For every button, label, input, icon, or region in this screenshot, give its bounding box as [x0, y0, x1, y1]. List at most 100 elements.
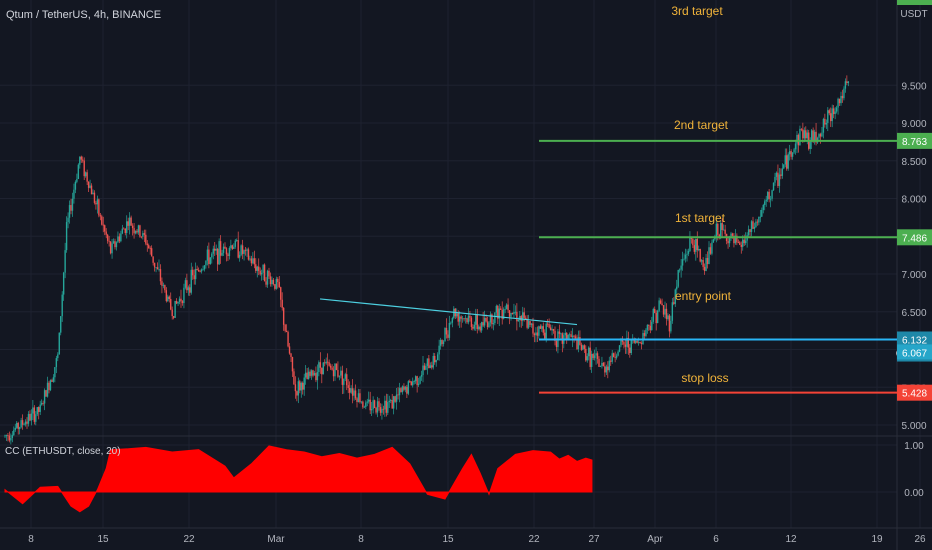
candle-body: [674, 289, 676, 304]
candle-body: [655, 312, 657, 324]
candle-body: [403, 386, 405, 390]
candle-body: [291, 356, 294, 372]
candle-body: [128, 217, 131, 226]
candle-body: [439, 339, 442, 346]
candle-body: [278, 282, 280, 288]
candle-body: [99, 215, 102, 217]
candle-body: [52, 377, 55, 382]
indicator-area: [4, 445, 593, 513]
candle-body: [728, 238, 731, 244]
candle-body: [24, 421, 27, 425]
candle-body: [8, 435, 11, 441]
candle-body: [771, 190, 773, 199]
candle-body: [684, 254, 687, 259]
candle-body: [412, 381, 414, 386]
candle-body: [64, 250, 66, 273]
candle-body: [165, 290, 168, 302]
candle-body: [297, 381, 300, 396]
candle-body: [699, 249, 701, 262]
candle-body: [338, 375, 341, 377]
indicator-title[interactable]: CC (ETHUSDT, close, 20): [5, 446, 121, 457]
candle-body: [131, 225, 134, 229]
candle-body: [678, 269, 681, 271]
candle-body: [605, 366, 608, 373]
candle-body: [152, 256, 154, 263]
candle-body: [357, 393, 360, 402]
candle-body: [397, 394, 399, 396]
candle-body: [419, 376, 421, 384]
candle-body: [492, 323, 495, 325]
time-tick-label: 26: [914, 534, 926, 545]
time-tick-label: Apr: [647, 534, 663, 545]
candle-body: [639, 341, 641, 344]
candle-body: [762, 204, 764, 210]
candle-body: [692, 238, 694, 246]
candle-body: [384, 400, 386, 410]
candle-body: [231, 245, 234, 249]
candle-body: [651, 321, 653, 331]
candle-body: [847, 81, 850, 83]
candle-body: [260, 272, 263, 275]
candle-body: [363, 406, 366, 408]
candle-body: [73, 189, 75, 199]
candle-body: [523, 312, 525, 318]
candle-body: [828, 110, 830, 114]
candle-body: [65, 222, 68, 251]
candle-body: [206, 249, 209, 261]
symbol-title[interactable]: Qtum / TetherUS, 4h, BINANCE: [6, 9, 162, 21]
candle-body: [662, 305, 665, 315]
candle-body: [574, 336, 577, 339]
candle-body: [369, 399, 371, 411]
candle-body: [145, 234, 147, 244]
candle-body: [309, 371, 311, 376]
level-annotation[interactable]: 1st target: [675, 211, 726, 225]
candle-body: [106, 234, 109, 241]
level-annotation[interactable]: 3rd target: [671, 4, 723, 18]
trendline[interactable]: [319, 298, 578, 326]
candle-body: [482, 322, 484, 326]
level-price-tag: 7.486: [897, 229, 932, 246]
candle-body: [348, 387, 351, 393]
candle-body: [268, 270, 270, 277]
candle-body: [815, 131, 817, 143]
candle-body: [551, 329, 553, 331]
candle-body: [263, 264, 266, 282]
candle-body: [585, 348, 587, 361]
candle-body: [718, 234, 720, 237]
level-annotation[interactable]: stop loss: [681, 371, 728, 385]
candle-body: [404, 386, 407, 390]
candle-body: [766, 191, 769, 200]
candle-body: [841, 95, 844, 99]
candle-body: [43, 390, 46, 404]
currency-label[interactable]: USDT: [900, 9, 928, 20]
candle-body: [150, 248, 153, 257]
candle-body: [676, 286, 678, 290]
candle-body: [417, 383, 420, 386]
candle-body: [304, 372, 307, 378]
candle-body: [838, 98, 841, 104]
candle-body: [765, 199, 767, 202]
candle-body: [340, 370, 342, 376]
candle-body: [636, 340, 638, 343]
candle-body: [435, 360, 437, 363]
candle-body: [112, 241, 115, 244]
candle-body: [332, 369, 335, 377]
candle-body: [715, 223, 718, 238]
level-annotation[interactable]: entry point: [675, 289, 732, 303]
candle-body: [835, 107, 838, 112]
level-annotation[interactable]: 2nd target: [674, 118, 729, 132]
candle-body: [583, 345, 586, 349]
candle-body: [16, 422, 18, 428]
candle-body: [460, 316, 462, 319]
candle-body: [344, 374, 346, 379]
candle-body: [252, 258, 254, 264]
candle-body: [68, 205, 71, 218]
candle-body: [593, 355, 596, 359]
candle-body: [620, 338, 622, 346]
candle-body: [522, 312, 524, 321]
candle-body: [54, 367, 56, 378]
candle-body: [554, 330, 556, 341]
candle-body: [57, 354, 59, 359]
candle-body: [326, 361, 329, 363]
